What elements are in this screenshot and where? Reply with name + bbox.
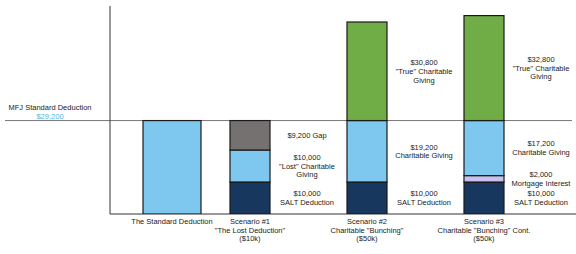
text-line: Giving [530,72,551,81]
text-line: MFJ Standard Deduction [9,103,92,112]
text-line: ($50k) [473,234,495,243]
chart: MFJ Standard Deduction$29,200 $10,000SALT… [0,0,576,254]
category-label: Scenario #3Charitable "Bunching" Cont.($… [438,217,531,243]
text-line: Giving [413,76,434,85]
bar-segment [464,16,504,121]
text-line: SALT Deduction [514,198,568,207]
bars [143,16,504,214]
bar-segment [347,22,387,121]
text-line: The Standard Deduction [131,217,212,226]
y-axis [110,6,111,214]
text-line: Giving [296,170,317,179]
bar-segment [230,150,270,182]
bar-segment [464,176,504,182]
data-label: $2,000Mortgage Interest [512,170,572,188]
data-label: $10,000SALT Deduction [514,189,568,207]
text-line: SALT Deduction [397,198,451,207]
data-label: $19,200Charitable Giving [395,143,453,161]
data-label: $10,000SALT Deduction [280,189,334,207]
bar-segment [464,182,504,214]
bar-segment [464,121,504,176]
reference-label: MFJ Standard Deduction [9,103,92,112]
bar-segment [230,182,270,214]
reference-value-label: $29,200 [36,112,63,121]
category-label: The Standard Deduction [131,217,212,226]
text-line: $29,200 [36,112,63,121]
data-label: $17,200Charitable Giving [512,139,570,157]
category-label: Scenario #1"The Lost Deduction"($10k) [215,217,286,243]
bar-segment [230,121,270,150]
category-label: Scenario #2Charitable "Bunching"($50k) [331,217,404,243]
data-label: $10,000SALT Deduction [397,189,451,207]
bar-segment [143,121,201,214]
bar-segment [347,182,387,214]
text-line: Mortgage Interest [512,179,572,188]
text-line: $9,200 Gap [287,131,326,140]
bar-segment [347,121,387,182]
text-line: ($50k) [356,234,378,243]
data-labels: $10,000SALT Deduction $10,000"Lost" Chari… [279,55,571,207]
data-label: $9,200 Gap [287,131,326,140]
text-line: ($10k) [239,234,261,243]
data-label: $30,800"True" CharitableGiving [396,58,453,84]
text-line: Charitable Giving [512,148,570,157]
text-line: Charitable Giving [395,151,453,160]
data-label: $32,800"True" CharitableGiving [513,55,570,81]
text-line: SALT Deduction [280,198,334,207]
data-label: $10,000"Lost" CharitableGiving [279,153,335,179]
